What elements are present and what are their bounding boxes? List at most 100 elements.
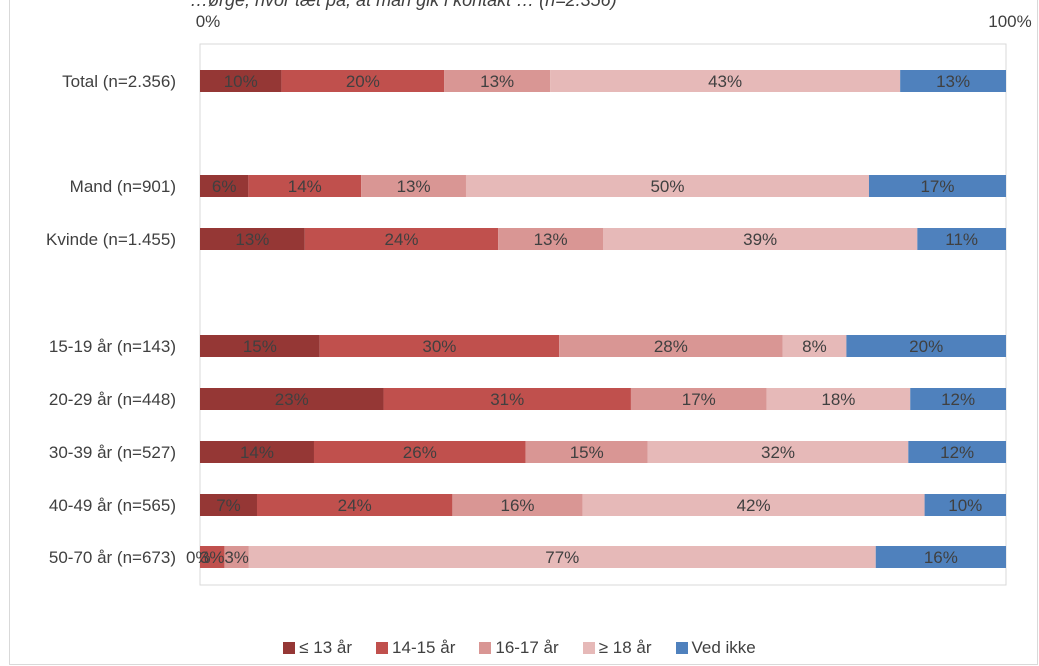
category-label: 20-29 år (n=448) bbox=[49, 390, 176, 409]
data-label: 14% bbox=[240, 443, 274, 462]
bar-segment bbox=[582, 494, 925, 516]
data-label: 12% bbox=[940, 443, 974, 462]
data-label: 13% bbox=[534, 230, 568, 249]
bar-segment bbox=[782, 335, 847, 357]
category-label: 30-39 år (n=527) bbox=[49, 443, 176, 462]
bar-segment bbox=[910, 388, 1006, 410]
data-label: 10% bbox=[224, 72, 258, 91]
bar-segment bbox=[465, 175, 869, 197]
bar-segment bbox=[875, 546, 1006, 568]
legend-item: ≤ 13 år bbox=[283, 638, 352, 658]
data-label: 30% bbox=[422, 337, 456, 356]
legend: ≤ 13 år 14-15 år 16-17 år ≥ 18 år Ved ikke bbox=[0, 638, 1039, 658]
bar-segment bbox=[256, 494, 453, 516]
bar-segment bbox=[647, 441, 909, 463]
bar-segment bbox=[383, 388, 631, 410]
data-label: 24% bbox=[338, 496, 372, 515]
bar-segment bbox=[200, 441, 314, 463]
data-label: 13% bbox=[235, 230, 269, 249]
data-label: 15% bbox=[570, 443, 604, 462]
data-label: 23% bbox=[275, 390, 309, 409]
data-label: 42% bbox=[737, 496, 771, 515]
legend-swatch bbox=[283, 642, 296, 654]
stacked-bar-chart: 0% 100% Total (n=2.356) 10% 20% 13% 43% 13% Mand… bbox=[46, 12, 1032, 586]
data-label: 17% bbox=[920, 177, 954, 196]
data-label: 26% bbox=[403, 443, 437, 462]
bar-segment bbox=[498, 228, 603, 250]
category-label: Kvinde (n=1.455) bbox=[46, 230, 176, 249]
data-label: 7% bbox=[216, 496, 241, 515]
bar-segment bbox=[559, 335, 783, 357]
bar-segment bbox=[224, 546, 249, 568]
bar-segment bbox=[200, 175, 249, 197]
bar-segment bbox=[868, 175, 1006, 197]
legend-label: Ved ikke bbox=[691, 638, 756, 657]
legend-swatch bbox=[479, 642, 492, 654]
bar-segment bbox=[550, 70, 901, 92]
data-label: 31% bbox=[490, 390, 524, 409]
category-label: 15-19 år (n=143) bbox=[49, 337, 176, 356]
x-tick-label: 0% bbox=[196, 12, 221, 31]
bar-segment bbox=[304, 228, 499, 250]
bar-segment bbox=[200, 388, 384, 410]
bar-segment bbox=[603, 228, 918, 250]
legend-label: ≥ 18 år bbox=[598, 638, 652, 657]
bar-segment bbox=[248, 546, 876, 568]
legend-item: Ved ikke bbox=[675, 638, 756, 658]
data-label: 6% bbox=[212, 177, 237, 196]
legend-label: 16-17 år bbox=[495, 638, 559, 657]
bar-segment bbox=[917, 228, 1006, 250]
legend-label: 14-15 år bbox=[392, 638, 456, 657]
x-tick-label: 100% bbox=[988, 12, 1031, 31]
category-label: Total (n=2.356) bbox=[62, 72, 176, 91]
data-label: 3% bbox=[224, 548, 249, 567]
data-label: 18% bbox=[821, 390, 855, 409]
legend-item: 14-15 år bbox=[376, 638, 455, 658]
category-label: 40-49 år (n=565) bbox=[49, 496, 176, 515]
chart-frame bbox=[9, 0, 1038, 665]
data-label: 16% bbox=[924, 548, 958, 567]
legend-swatch bbox=[376, 642, 389, 654]
bar-segment bbox=[200, 70, 282, 92]
data-label: 16% bbox=[500, 496, 534, 515]
data-label: 12% bbox=[941, 390, 975, 409]
bar-segment bbox=[313, 441, 526, 463]
bar-segment bbox=[200, 335, 320, 357]
data-label: 14% bbox=[288, 177, 322, 196]
data-label: 24% bbox=[384, 230, 418, 249]
data-label: 39% bbox=[743, 230, 777, 249]
bar-segment bbox=[846, 335, 1006, 357]
data-label: 13% bbox=[936, 72, 970, 91]
data-label: 77% bbox=[545, 548, 579, 567]
data-label: 15% bbox=[243, 337, 277, 356]
legend-item: 16-17 år bbox=[479, 638, 559, 658]
data-label: 20% bbox=[909, 337, 943, 356]
bar-segment bbox=[766, 388, 911, 410]
bar-segment bbox=[200, 494, 257, 516]
data-label: 50% bbox=[650, 177, 684, 196]
bar-segment bbox=[908, 441, 1006, 463]
bar-segment bbox=[444, 70, 551, 92]
legend-label: ≤ 13 år bbox=[299, 638, 353, 657]
bar-segment bbox=[900, 70, 1006, 92]
chart-subtitle-cutoff: …ørge, hvor tæt på, at man gik i kontakt… bbox=[190, 0, 617, 10]
plot-area-border bbox=[199, 43, 1007, 586]
bar-segment bbox=[452, 494, 583, 516]
bar-segment bbox=[924, 494, 1006, 516]
category-label: 50-70 år (n=673) bbox=[49, 548, 176, 567]
bar-segment bbox=[525, 441, 648, 463]
data-label: 43% bbox=[708, 72, 742, 91]
data-label: 32% bbox=[761, 443, 795, 462]
data-label: 3% bbox=[200, 548, 225, 567]
legend-swatch bbox=[582, 642, 595, 654]
legend-item: ≥ 18 år bbox=[582, 638, 652, 658]
legend-swatch bbox=[675, 642, 688, 654]
data-label: 8% bbox=[802, 337, 827, 356]
data-label: 13% bbox=[397, 177, 431, 196]
bar-segment bbox=[200, 546, 225, 568]
data-label: 13% bbox=[480, 72, 514, 91]
data-label: 17% bbox=[682, 390, 716, 409]
bar-segment bbox=[319, 335, 560, 357]
data-label: 28% bbox=[654, 337, 688, 356]
bar-segment bbox=[248, 175, 362, 197]
